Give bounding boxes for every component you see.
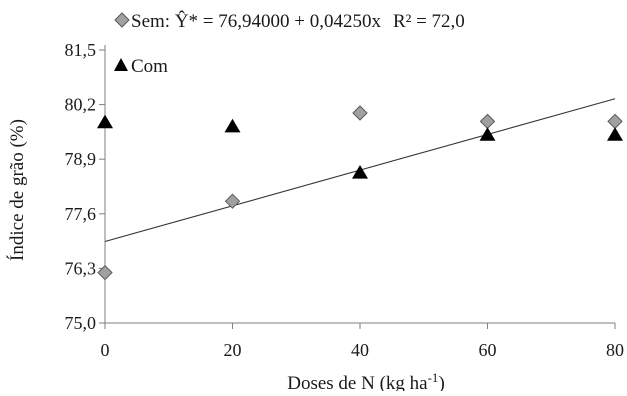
x-axis-title-main: Doses de N (kg ha — [287, 373, 428, 391]
y-axis-title: Índice de grão (%) — [6, 119, 28, 261]
legend-com-marker — [114, 58, 128, 71]
point-sem — [479, 113, 496, 130]
y-tick-label: 80,2 — [65, 95, 97, 115]
point-com — [224, 118, 241, 133]
point-com — [479, 127, 496, 141]
legend-com-label: Com — [131, 56, 168, 77]
legend-sem-label: Sem: — [131, 11, 175, 32]
x-tick-label: 60 — [479, 340, 497, 360]
tick-labels: 75,0 76,3 77,6 78,9 80,2 81,5 0 20 40 60 80 — [65, 40, 625, 360]
point-sem — [352, 105, 368, 121]
point-com — [97, 114, 113, 129]
x-axis-title-sup: -1 — [428, 370, 439, 385]
point-com — [352, 165, 368, 179]
legend-sem-marker — [114, 12, 130, 28]
legend: Sem: Ŷ* = 76,94000 + 0,04250x R² = 72,0 C… — [114, 10, 465, 77]
point-com — [607, 127, 623, 141]
legend-equation: Ŷ* = 76,94000 + 0,04250x — [175, 10, 382, 32]
y-tick-label: 78,9 — [65, 149, 97, 169]
x-tick-label: 0 — [101, 340, 110, 360]
point-sem — [97, 264, 113, 281]
x-tick-label: 20 — [224, 340, 242, 360]
y-tick-label: 76,3 — [65, 258, 97, 278]
marks — [97, 105, 623, 281]
y-tick-label: 75,0 — [65, 313, 97, 333]
point-sem — [607, 113, 623, 130]
x-axis-title: Doses de N (kg ha-1) — [287, 370, 445, 391]
point-sem — [224, 193, 241, 209]
y-tick-label: 77,6 — [65, 204, 97, 224]
x-axis-title-close: ) — [438, 373, 444, 391]
x-tick-label: 40 — [351, 340, 369, 360]
legend-r2: R² = 72,0 — [393, 11, 465, 32]
y-tick-label: 81,5 — [65, 40, 97, 60]
x-tick-label: 80 — [606, 340, 624, 360]
legend-sem-entry: Sem: Ŷ* = 76,94000 + 0,04250x R² = 72,0 — [131, 10, 465, 32]
axes — [99, 45, 616, 329]
